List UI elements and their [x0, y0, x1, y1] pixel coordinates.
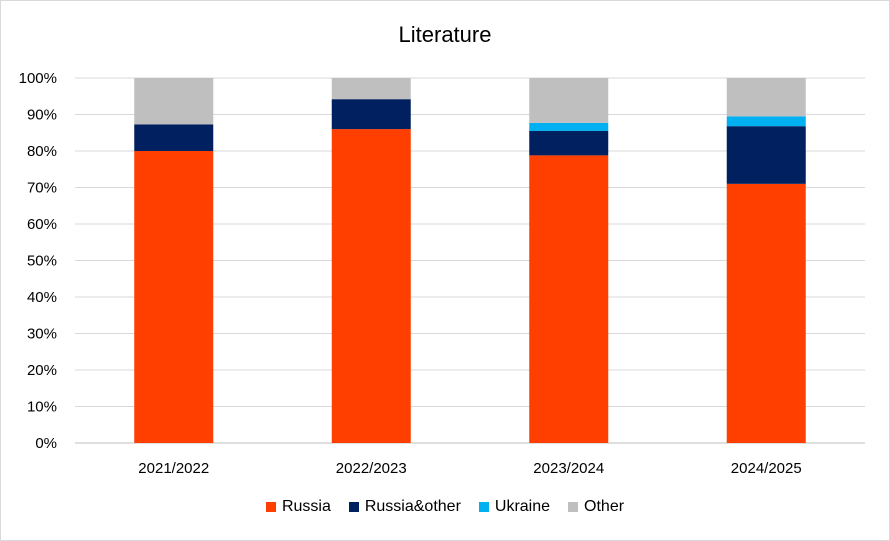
- legend-label: Russia&other: [364, 498, 461, 515]
- legend-swatch: [478, 502, 489, 512]
- y-tick-label: 30%: [27, 326, 57, 343]
- bar-segment: [726, 78, 806, 117]
- legend-label: Ukraine: [494, 498, 551, 515]
- legend-item: Ukraine: [478, 498, 551, 516]
- bar-segment: [331, 129, 411, 443]
- bar-segment: [529, 130, 609, 156]
- legend-label: Other: [584, 498, 625, 515]
- y-tick-label: 60%: [27, 216, 57, 233]
- y-axis: 0% 10% 20% 30% 40% 50% 60% 70% 80% 90% 100%: [19, 70, 57, 452]
- y-tick-label: 40%: [27, 289, 57, 306]
- legend-item: Russia: [265, 498, 331, 516]
- y-tick-label: 80%: [27, 143, 57, 160]
- bar-segment: [134, 78, 214, 125]
- y-tick-label: 20%: [27, 362, 57, 379]
- bar-segment: [726, 126, 806, 184]
- y-tick-label: 50%: [27, 253, 57, 270]
- x-tick-label: 2021/2022: [138, 460, 209, 477]
- bar-segment: [529, 122, 609, 131]
- y-tick-label: 70%: [27, 180, 57, 197]
- bar-segment: [529, 78, 609, 123]
- bar-segment: [726, 116, 806, 127]
- legend-item: Other: [568, 498, 624, 516]
- y-tick-label: 10%: [27, 399, 57, 416]
- legend-swatch: [568, 502, 579, 512]
- x-tick-label: 2024/2025: [731, 460, 802, 477]
- legend: Russia Russia&other Ukraine Other: [0, 498, 890, 516]
- x-axis: 2021/2022 2022/2023 2023/2024 2024/2025: [138, 460, 801, 477]
- bar-segment: [331, 78, 411, 100]
- bar-segment: [134, 151, 214, 443]
- legend-swatch: [265, 502, 276, 512]
- legend-item: Russia&other: [348, 498, 461, 516]
- x-tick-label: 2022/2023: [336, 460, 407, 477]
- y-tick-label: 100%: [19, 70, 57, 87]
- y-tick-label: 90%: [27, 107, 57, 124]
- chart-title: Literature: [398, 22, 492, 47]
- x-tick-label: 2023/2024: [533, 460, 604, 477]
- bar-segment: [331, 99, 411, 130]
- legend-label: Russia: [281, 498, 331, 515]
- y-tick-label: 0%: [35, 435, 57, 452]
- legend-swatch: [348, 502, 359, 512]
- bar-segment: [726, 183, 806, 443]
- bar-segment: [134, 124, 214, 151]
- bars: [134, 78, 806, 443]
- bar-segment: [529, 155, 609, 443]
